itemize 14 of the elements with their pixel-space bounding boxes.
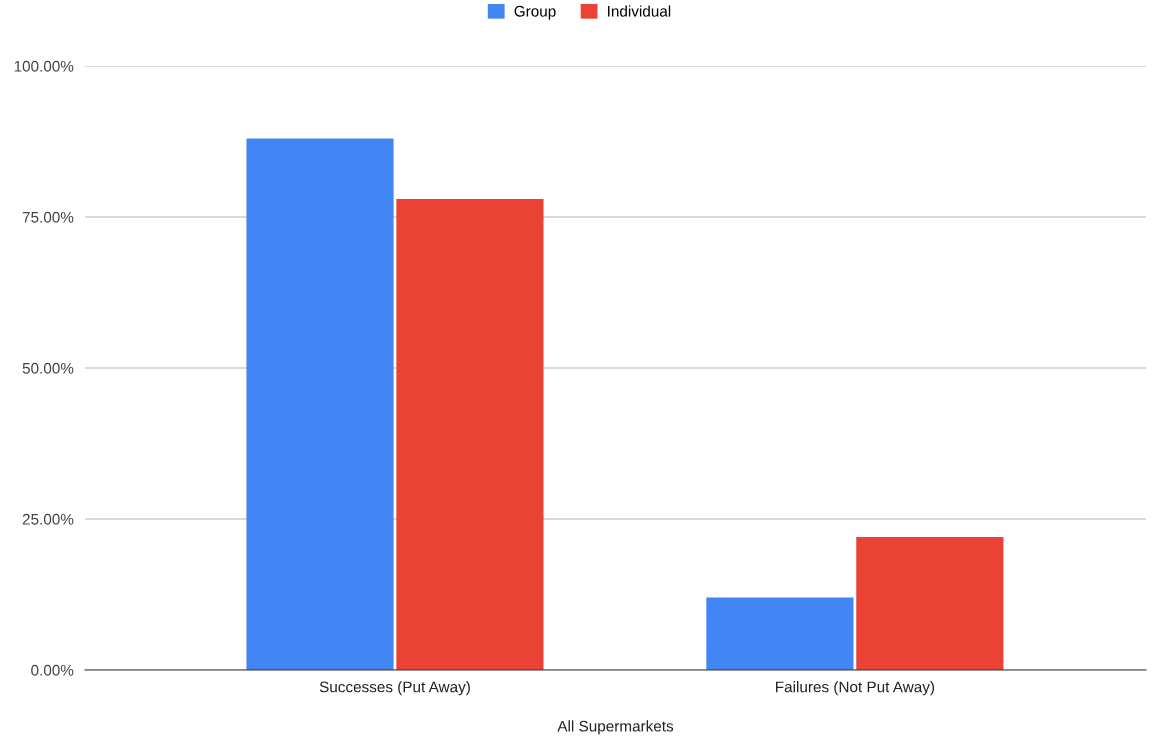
- bar: [396, 198, 544, 670]
- bar: [246, 138, 394, 670]
- y-tick-label: 100.00%: [14, 60, 74, 72]
- y-tick-label: 0.00%: [31, 664, 74, 676]
- x-tick-label: Failures (Not Put Away): [776, 681, 935, 696]
- x-axis-title: All Supermarkets: [557, 720, 674, 735]
- legend-label: Group: [514, 5, 556, 20]
- x-tick-label: Successes (Put Away): [319, 681, 470, 696]
- y-tick-label: 25.00%: [22, 513, 74, 525]
- y-tick-label: 50.00%: [22, 362, 74, 374]
- bar: [706, 597, 854, 670]
- y-tick-label: 75.00%: [22, 211, 74, 223]
- bar: [856, 537, 1004, 670]
- legend-label: Individual: [608, 5, 671, 17]
